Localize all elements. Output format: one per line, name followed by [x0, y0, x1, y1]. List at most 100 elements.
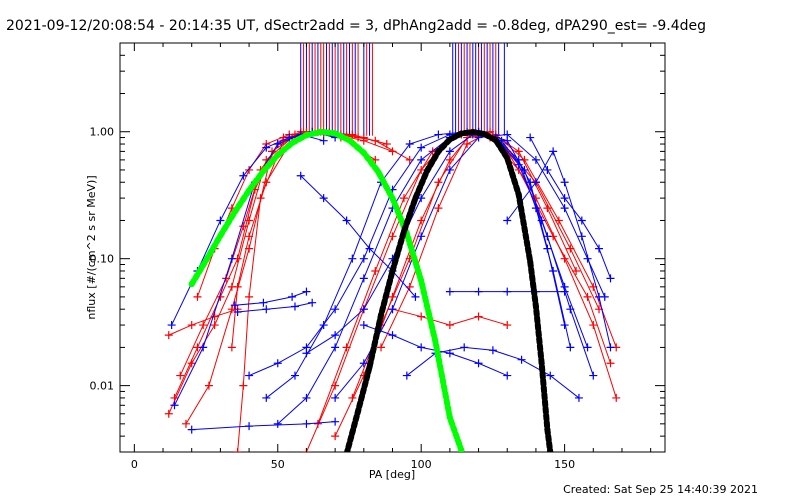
data-point [273, 419, 282, 428]
data-point [474, 312, 483, 321]
data-point [288, 292, 297, 301]
series-blue [402, 343, 583, 402]
data-point [514, 160, 523, 169]
fit-point [481, 130, 488, 137]
series-blue [245, 127, 598, 380]
fit-point [400, 228, 407, 235]
data-point [331, 305, 340, 314]
fit-point [231, 209, 238, 216]
data-point [388, 331, 397, 340]
data-point [348, 393, 357, 402]
data-point [302, 393, 311, 402]
data-point [181, 419, 190, 428]
series-red [313, 130, 615, 428]
data-point [503, 216, 512, 225]
x-tick-label: 50 [271, 458, 285, 471]
data-point [577, 232, 586, 241]
data-point [262, 143, 271, 152]
data-point [589, 371, 598, 380]
fit-point [389, 267, 396, 274]
fit-point [432, 339, 439, 346]
data-point [359, 321, 368, 330]
data-point [445, 147, 454, 156]
fit-point [458, 447, 465, 452]
series-black [344, 128, 554, 452]
fit-point [360, 149, 367, 156]
data-point [434, 204, 443, 213]
data-point [359, 359, 368, 368]
data-point [245, 371, 254, 380]
fit-point [274, 152, 281, 159]
series-line [334, 131, 600, 437]
y-tick-label: 1.00 [90, 126, 115, 139]
data-point [331, 393, 340, 402]
data-point [359, 274, 368, 283]
series-line [185, 131, 359, 425]
data-point [503, 130, 512, 139]
data-point [405, 140, 414, 149]
data-point [572, 266, 581, 275]
data-point [210, 321, 219, 330]
data-point [199, 343, 208, 352]
data-point [176, 371, 185, 380]
data-point [445, 165, 454, 174]
fit-point [346, 137, 353, 144]
series-blue [526, 133, 615, 283]
data-point [606, 359, 615, 368]
data-point [371, 266, 380, 275]
fit-point [289, 139, 296, 146]
data-point [210, 312, 219, 321]
series-line [196, 131, 410, 298]
data-point [245, 165, 254, 174]
fit-point [515, 191, 522, 198]
fit-point [492, 137, 499, 144]
fit-point [389, 195, 396, 202]
data-point [577, 216, 586, 225]
fit-point [303, 132, 310, 139]
data-point [411, 292, 420, 301]
data-point [233, 308, 242, 317]
fit-point [332, 130, 339, 137]
data-point [574, 393, 583, 402]
x-tick-label: 150 [554, 458, 575, 471]
data-point [230, 301, 239, 310]
data-point [187, 321, 196, 330]
data-point [302, 419, 311, 428]
data-point [503, 287, 512, 296]
data-point [262, 178, 271, 187]
data-point [216, 216, 225, 225]
data-point [319, 136, 328, 145]
fit-point [527, 258, 534, 265]
data-point [543, 204, 552, 213]
data-point [239, 171, 248, 180]
series-line [234, 291, 307, 306]
data-point [526, 133, 535, 142]
fit-point [378, 312, 385, 319]
data-point [302, 287, 311, 296]
data-point [546, 371, 555, 380]
fit-point [188, 281, 195, 288]
data-point [204, 381, 213, 390]
plot-frame [119, 42, 666, 453]
data-point [308, 298, 317, 307]
x-tick-label: 100 [411, 458, 432, 471]
y-axis-label: nflux [#/(cm^2 s sr MeV)] [85, 175, 98, 319]
fit-point [317, 128, 324, 135]
series-red [388, 305, 512, 330]
fit-point [217, 232, 224, 239]
data-point [227, 254, 236, 263]
fit-point [532, 303, 539, 310]
data-point [549, 147, 558, 156]
data-point [245, 422, 254, 431]
data-point [365, 244, 374, 253]
data-point [377, 343, 386, 352]
fit-point [355, 408, 362, 415]
data-point [417, 143, 426, 152]
data-point [583, 292, 592, 301]
data-point [359, 254, 368, 263]
data-point [245, 232, 254, 241]
data-point [554, 216, 563, 225]
series-blue [331, 130, 609, 402]
data-point [359, 133, 368, 142]
